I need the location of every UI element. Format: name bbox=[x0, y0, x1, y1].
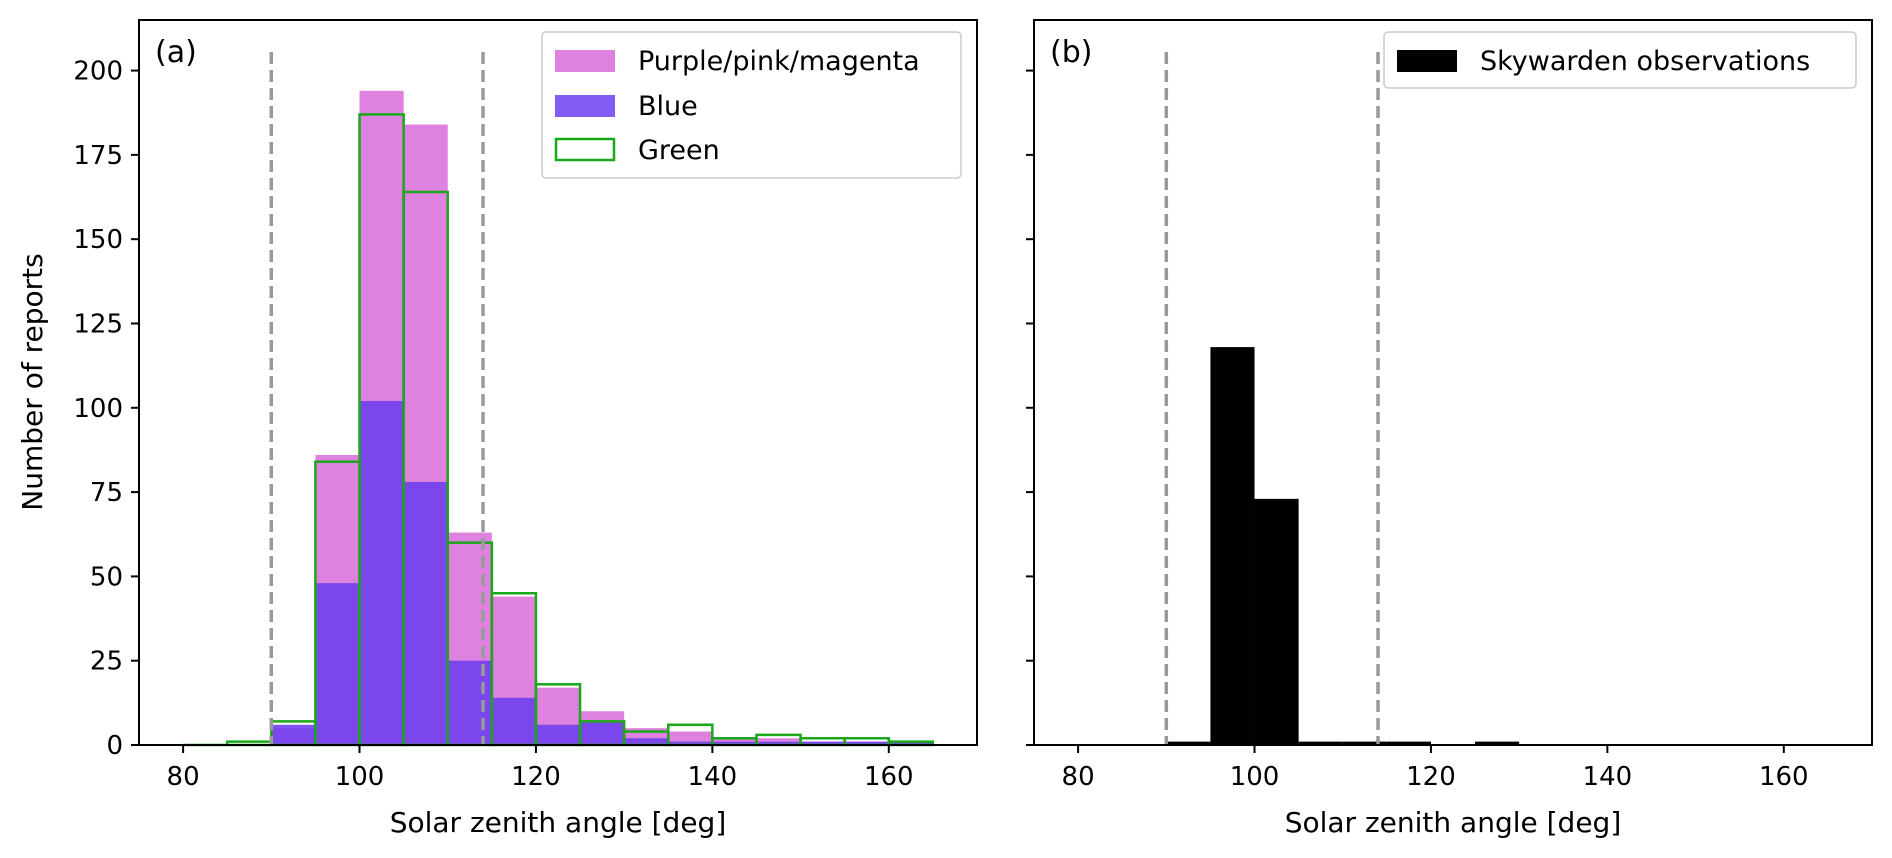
y-tick-label: 100 bbox=[73, 394, 123, 424]
y-tick-label: 175 bbox=[73, 141, 123, 171]
x-tick-label: 80 bbox=[1062, 762, 1095, 792]
legend-swatch-skywarden bbox=[1397, 50, 1457, 72]
x-tick-label: 140 bbox=[1583, 762, 1633, 792]
y-tick-label: 200 bbox=[73, 57, 123, 87]
x-tick-label: 80 bbox=[167, 762, 200, 792]
panel-b-y-ticks bbox=[1026, 69, 1034, 746]
panel-a: 80 100 120 140 160 0 25 50 75 100 125 150 175 200 (a… bbox=[16, 19, 978, 839]
bar-blue bbox=[447, 660, 492, 745]
y-tick-label: 50 bbox=[90, 562, 123, 592]
bar-skywarden bbox=[1210, 347, 1255, 745]
panel-b-legend: Skywarden observations bbox=[1383, 31, 1857, 89]
bar-blue bbox=[491, 697, 536, 745]
panel-a-x-ticks: 80 100 120 140 160 bbox=[167, 745, 914, 792]
bar-skywarden bbox=[1342, 741, 1387, 745]
panel-a-label: (a) bbox=[155, 35, 197, 70]
x-tick-label: 120 bbox=[1406, 762, 1456, 792]
y-tick-label: 25 bbox=[90, 647, 123, 677]
legend-box bbox=[1383, 31, 1857, 89]
bar-blue bbox=[712, 741, 757, 745]
bar-blue bbox=[844, 741, 889, 745]
panel-a-frame bbox=[138, 19, 978, 746]
bar-blue bbox=[271, 724, 316, 745]
x-tick-label: 100 bbox=[335, 762, 385, 792]
x-tick-label: 160 bbox=[864, 762, 914, 792]
y-tick-label: 150 bbox=[73, 225, 123, 255]
bar-skywarden bbox=[1254, 498, 1299, 745]
panel-b-x-axis-label: Solar zenith angle [deg] bbox=[1285, 806, 1622, 839]
x-tick-label: 100 bbox=[1230, 762, 1280, 792]
bar-skywarden bbox=[1475, 741, 1520, 745]
legend-box bbox=[541, 31, 962, 179]
panel-a-bars-green bbox=[183, 113, 935, 747]
bar-blue bbox=[756, 741, 801, 745]
panel-a-bars-blue bbox=[271, 401, 933, 745]
x-tick-label: 140 bbox=[688, 762, 738, 792]
panel-a-legend: Purple/pink/magenta Blue Green bbox=[541, 31, 962, 179]
bar-blue bbox=[359, 401, 404, 745]
panel-b-label: (b) bbox=[1050, 35, 1092, 70]
panel-a-y-ticks: 0 25 50 75 100 125 150 175 200 bbox=[73, 57, 139, 761]
bar-blue bbox=[624, 738, 669, 745]
bar-skywarden bbox=[1166, 741, 1211, 745]
bar-blue bbox=[403, 481, 448, 745]
bar-blue bbox=[668, 741, 713, 745]
legend-swatch-green bbox=[554, 137, 616, 162]
panel-b-bars-skywarden bbox=[1166, 347, 1520, 745]
bar-blue bbox=[580, 721, 625, 745]
legend-label-blue: Blue bbox=[638, 91, 698, 122]
bar-blue bbox=[535, 724, 581, 745]
x-tick-label: 160 bbox=[1759, 762, 1809, 792]
panel-a-x-axis-label: Solar zenith angle [deg] bbox=[390, 806, 727, 839]
panel-a-vlines bbox=[269, 52, 485, 745]
legend-swatch-purple bbox=[555, 50, 615, 72]
bar-skywarden bbox=[1298, 741, 1343, 745]
panel-b: 80 100 120 140 160 (b) Solar zenith angle [d… bbox=[1026, 19, 1873, 839]
legend-label-skywarden: Skywarden observations bbox=[1480, 46, 1810, 77]
panel-b-x-ticks: 80 100 120 140 160 bbox=[1062, 745, 1809, 792]
legend-swatch-blue bbox=[555, 95, 615, 117]
bar-skywarden bbox=[1386, 741, 1431, 745]
legend-label-purple: Purple/pink/magenta bbox=[638, 46, 920, 77]
bar-blue bbox=[800, 741, 845, 745]
bar-blue bbox=[888, 741, 933, 745]
y-tick-label: 0 bbox=[106, 731, 123, 761]
bar-blue bbox=[315, 583, 360, 745]
panel-a-y-axis-label: Number of reports bbox=[16, 253, 49, 510]
legend-label-green: Green bbox=[638, 135, 720, 166]
x-tick-label: 120 bbox=[511, 762, 561, 792]
panel-b-vlines bbox=[1164, 52, 1380, 745]
panel-b-frame bbox=[1033, 19, 1873, 746]
y-tick-label: 125 bbox=[73, 309, 123, 339]
y-tick-label: 75 bbox=[90, 478, 123, 508]
